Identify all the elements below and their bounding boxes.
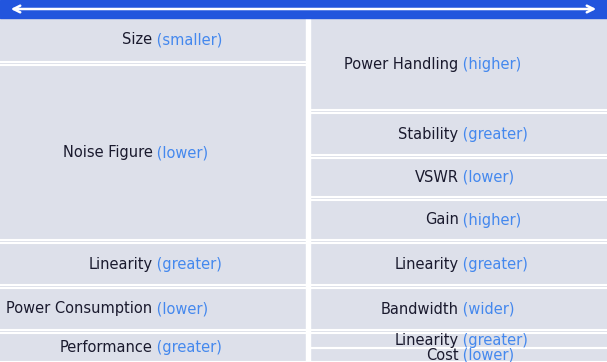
Bar bbox=[310, 113, 607, 155]
Bar bbox=[0, 0, 607, 18]
Text: (greater): (greater) bbox=[152, 340, 222, 355]
Text: Size: Size bbox=[123, 33, 152, 47]
Text: (lower): (lower) bbox=[458, 170, 515, 185]
Bar bbox=[310, 348, 607, 362]
Text: (greater): (greater) bbox=[458, 257, 528, 272]
Bar bbox=[0, 18, 305, 62]
Text: Stability: Stability bbox=[398, 126, 458, 142]
Text: Linearity: Linearity bbox=[395, 257, 458, 272]
Text: (greater): (greater) bbox=[152, 257, 222, 272]
Text: (higher): (higher) bbox=[458, 56, 522, 72]
Text: Bandwidth: Bandwidth bbox=[381, 302, 458, 316]
Text: (smaller): (smaller) bbox=[152, 33, 223, 47]
Text: Noise Figure: Noise Figure bbox=[63, 145, 152, 160]
Text: (lower): (lower) bbox=[152, 145, 209, 160]
Bar bbox=[0, 243, 305, 285]
Text: Power Handling: Power Handling bbox=[344, 56, 458, 72]
Bar bbox=[310, 333, 607, 348]
Text: Power Consumption: Power Consumption bbox=[7, 302, 152, 316]
Text: VSWR: VSWR bbox=[415, 170, 458, 185]
Text: Performance: Performance bbox=[59, 340, 152, 355]
Text: Gain: Gain bbox=[425, 212, 458, 227]
Text: (lower): (lower) bbox=[152, 302, 209, 316]
Bar bbox=[310, 158, 607, 197]
Bar bbox=[0, 65, 305, 240]
Bar bbox=[0, 288, 305, 330]
Text: (greater): (greater) bbox=[458, 126, 528, 142]
Text: Linearity: Linearity bbox=[395, 333, 458, 348]
Text: (lower): (lower) bbox=[458, 348, 515, 362]
Bar bbox=[310, 200, 607, 240]
Text: (greater): (greater) bbox=[458, 333, 528, 348]
Bar bbox=[0, 333, 305, 362]
Bar bbox=[306, 18, 310, 362]
Text: (wider): (wider) bbox=[458, 302, 515, 316]
Bar bbox=[310, 243, 607, 285]
Bar bbox=[310, 18, 607, 110]
Text: Linearity: Linearity bbox=[89, 257, 152, 272]
Text: (higher): (higher) bbox=[458, 212, 522, 227]
Text: Cost: Cost bbox=[426, 348, 458, 362]
Bar bbox=[310, 288, 607, 330]
